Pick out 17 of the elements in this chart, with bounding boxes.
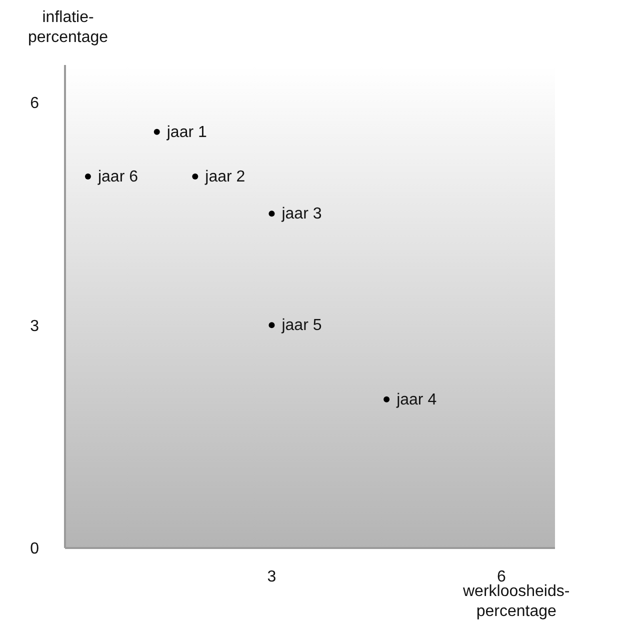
annotation: jaar 3 (280, 206, 322, 223)
y-tick-label: 6 (30, 94, 40, 112)
annotation: jaar 1 (166, 124, 207, 141)
y-axis-title: inflatie- percentage (28, 8, 108, 48)
point (154, 128, 160, 135)
point (192, 173, 198, 180)
point (268, 322, 275, 328)
annotation: jaar 4 (396, 391, 437, 408)
annotation: jaar 2 (204, 168, 246, 186)
y-tick-label: 0 (30, 540, 40, 558)
annotation: jaar 6 (96, 168, 138, 186)
point (268, 210, 275, 217)
x-axis-title: werkloosheids- percentage (463, 582, 570, 622)
point (384, 396, 390, 402)
y-tick-label: 3 (30, 318, 40, 335)
point (84, 173, 91, 180)
annotation: jaar 5 (280, 317, 322, 334)
